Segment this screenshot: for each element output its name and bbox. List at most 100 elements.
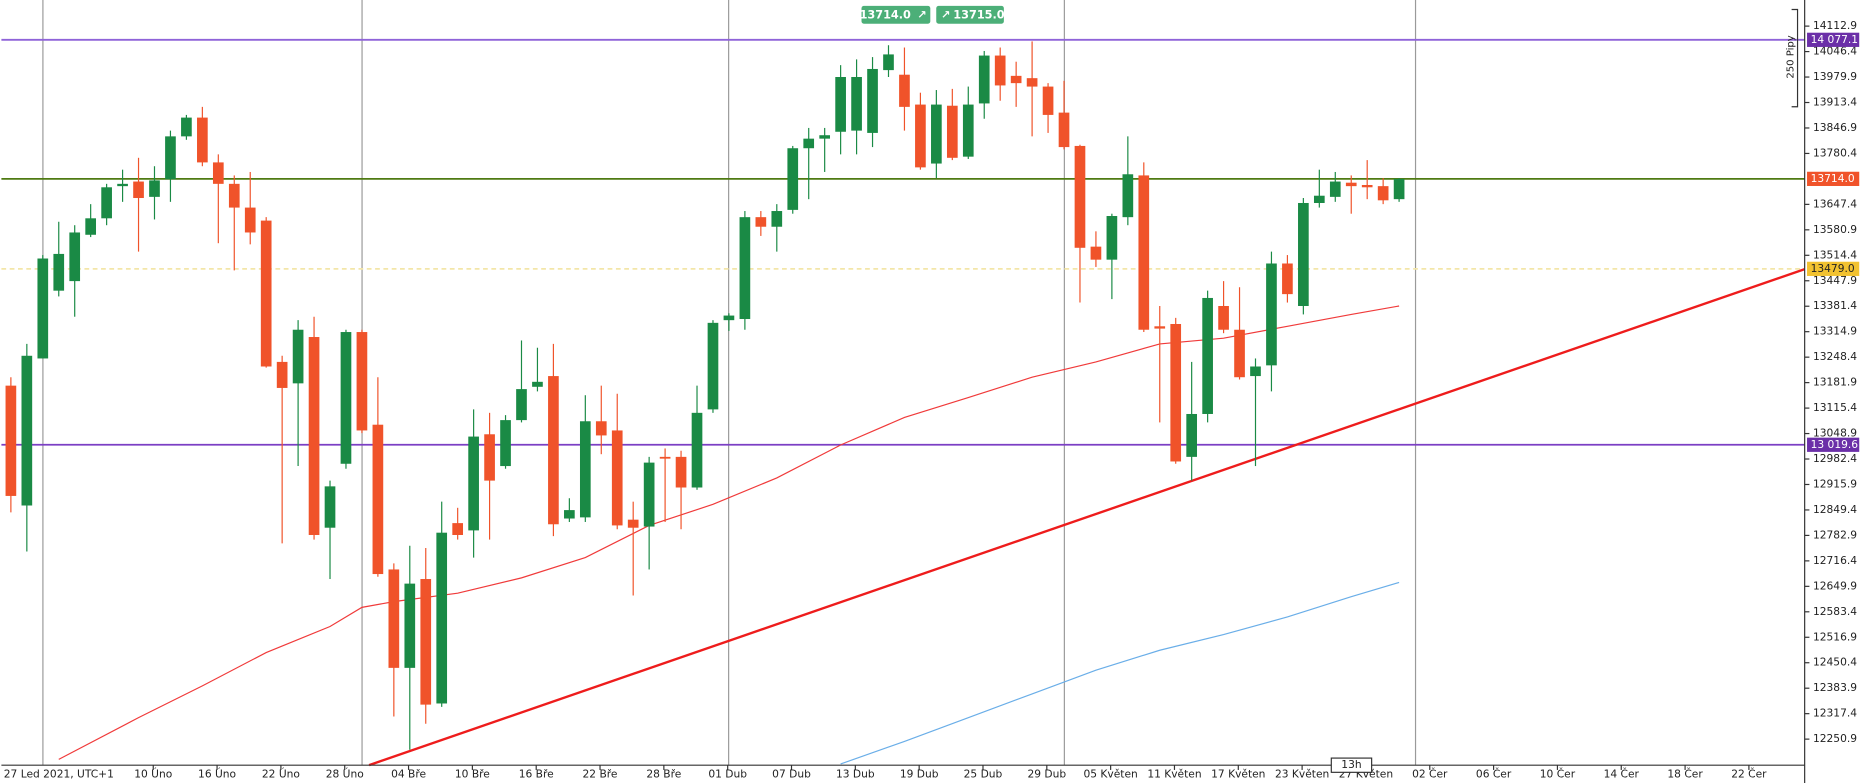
x-tick-label: 10 Bře <box>455 768 490 781</box>
x-tick-label: 22 Bře <box>583 768 618 781</box>
candle-body <box>1234 329 1245 378</box>
y-tick-label: 13181.9 <box>1813 376 1857 389</box>
y-tick-label: 13381.4 <box>1813 299 1857 312</box>
candle-body <box>356 332 368 431</box>
pips-bracket <box>1791 8 1799 108</box>
candle-body <box>516 389 527 421</box>
y-tick-label: 13115.4 <box>1813 401 1857 414</box>
x-tick-label: 10 Úno <box>134 768 172 781</box>
candle-body <box>1026 78 1038 87</box>
candle-body <box>595 421 607 436</box>
x-tick-label: 29 Dub <box>1027 768 1066 781</box>
candle-body <box>532 381 543 387</box>
x-tick-label: 28 Bře <box>646 768 681 781</box>
x-tick-label: 05 Květen <box>1083 768 1137 781</box>
x-tick-label: 04 Bře <box>391 768 426 781</box>
y-tick-label: 13647.4 <box>1813 197 1857 210</box>
candle-body <box>149 180 160 197</box>
y-tick-label: 12982.4 <box>1813 452 1857 465</box>
candle-body <box>1106 216 1118 260</box>
price-level-label: 13714.0 <box>1811 172 1855 185</box>
y-tick-label: 13447.9 <box>1813 274 1857 287</box>
candle-body <box>579 421 591 518</box>
candle-body <box>101 187 112 219</box>
candle-body <box>21 355 33 506</box>
candle-body <box>1361 184 1373 188</box>
candle-body <box>1298 202 1309 306</box>
y-tick-label: 13846.9 <box>1813 121 1857 134</box>
candle-body <box>1250 366 1261 377</box>
candle-body <box>133 181 144 199</box>
candle-body <box>611 430 623 526</box>
y-tick-label: 13048.9 <box>1813 427 1857 440</box>
candle-body <box>755 217 767 227</box>
candle-body <box>117 183 128 187</box>
bid-price[interactable]: 13714.0 <box>860 8 911 21</box>
timeframe-box[interactable] <box>1330 757 1373 773</box>
y-tick-label: 13514.4 <box>1813 248 1857 261</box>
candle-body <box>388 569 400 668</box>
candle-body <box>5 385 17 496</box>
bid-arrow: ↗ <box>917 8 926 21</box>
candle-body <box>787 148 799 210</box>
moving-average <box>840 581 1400 765</box>
candle-body <box>276 361 288 388</box>
candle-body <box>564 510 575 519</box>
x-tick-label: 27 Led 2021, UTC+1 <box>4 768 114 781</box>
pips-label: 250 Pipy <box>1785 35 1796 78</box>
y-tick-label: 12782.9 <box>1813 528 1857 541</box>
y-tick-label: 14112.9 <box>1813 19 1857 32</box>
ask-arrow: ↗ <box>941 8 950 21</box>
candle-body <box>53 253 65 291</box>
x-tick-label: 18 Čer <box>1667 768 1703 781</box>
candle-body <box>1042 86 1054 115</box>
bid-button[interactable] <box>861 5 931 24</box>
candle-body <box>627 519 639 528</box>
candle-body <box>931 104 942 164</box>
candle-body <box>1154 326 1166 329</box>
y-tick-label: 14046.4 <box>1813 45 1857 58</box>
axes: 14112.9 14046.4 13979.9 13913.4 13846.9 13780… <box>4 19 1860 781</box>
candle-body <box>85 218 97 235</box>
candle-body <box>883 54 894 71</box>
candle-body <box>739 217 751 320</box>
candle-body <box>260 220 272 367</box>
candle-body <box>867 68 878 133</box>
candle-body <box>771 211 783 227</box>
x-tick-label: 13 Dub <box>836 768 875 781</box>
candle-body <box>1266 263 1277 366</box>
y-tick-label: 13913.4 <box>1813 96 1857 109</box>
y-tick-label: 12583.4 <box>1813 605 1857 618</box>
x-tick-label: 14 Čer <box>1604 768 1640 781</box>
y-tick-label: 12516.9 <box>1813 630 1857 643</box>
candle-body <box>244 207 256 233</box>
price-level-tag <box>1807 32 1860 47</box>
y-tick-label: 13780.4 <box>1813 146 1857 159</box>
ask-button[interactable] <box>936 5 1004 24</box>
y-tick-label: 12849.4 <box>1813 503 1857 516</box>
candle-body <box>1282 263 1293 295</box>
candle-body <box>181 117 192 137</box>
candle-body <box>1170 323 1182 462</box>
x-tick-label: 01 Dub <box>708 768 747 781</box>
candle-body <box>1377 186 1389 201</box>
candle-body <box>1074 145 1086 248</box>
y-tick-label: 12250.9 <box>1813 732 1857 745</box>
candle-body <box>1138 175 1150 330</box>
candle-body <box>324 486 336 528</box>
candle-body <box>803 138 815 149</box>
x-tick-label: 16 Úno <box>198 768 236 781</box>
candle-body <box>643 462 655 527</box>
ask-price[interactable]: 13715.0 <box>953 8 1004 21</box>
timeframe[interactable]: 13h <box>1341 758 1361 771</box>
candle-body <box>675 456 687 488</box>
y-tick-label: 13248.4 <box>1813 350 1857 363</box>
candle-body <box>994 55 1006 86</box>
price-level-tag <box>1807 171 1860 186</box>
candle-body <box>436 532 448 704</box>
candle-body <box>962 104 974 157</box>
x-tick-label: 19 Dub <box>900 768 939 781</box>
candle-body <box>707 322 719 410</box>
